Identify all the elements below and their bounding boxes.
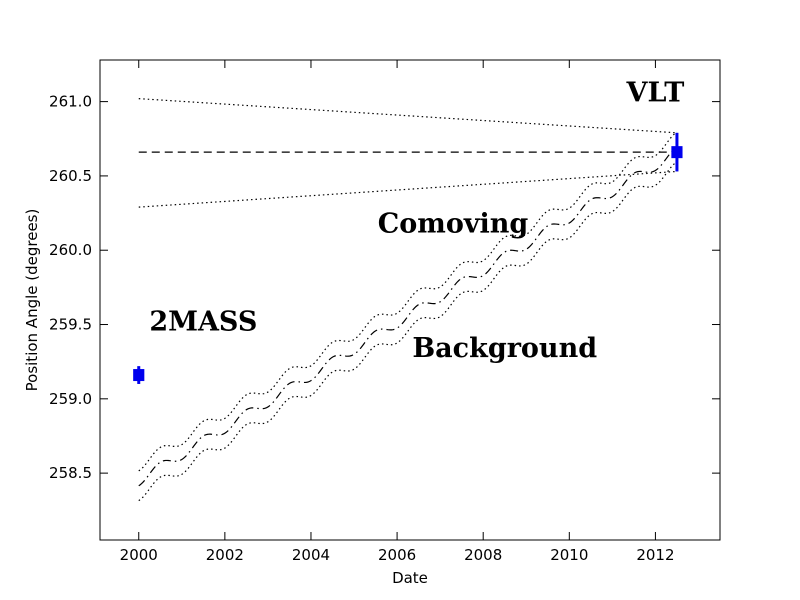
background-lower-line	[138, 161, 678, 502]
annotation-comoving: Comoving	[378, 208, 529, 239]
x-tick-label: 2010	[550, 546, 588, 564]
y-tick-label: 259.5	[49, 316, 92, 334]
y-tick-label: 258.5	[49, 464, 92, 482]
x-tick-label: 2004	[292, 546, 330, 564]
data-point-vlt	[671, 132, 683, 172]
marker-2mass	[133, 369, 145, 382]
x-tick-label: 2000	[120, 546, 158, 564]
x-tick-label: 2006	[378, 546, 416, 564]
x-tick-label: 2012	[636, 546, 674, 564]
x-axis-label: Date	[392, 569, 428, 587]
marker-vlt	[671, 146, 683, 159]
plot-frame	[99, 59, 721, 541]
x-tick-label: 2008	[464, 546, 502, 564]
y-tick-label: 259.0	[49, 390, 92, 408]
y-tick-label: 260.0	[49, 241, 92, 259]
y-tick-label: 261.0	[49, 93, 92, 111]
background-upper-line	[138, 131, 678, 472]
y-axis-label: Position Angle (degrees)	[23, 209, 41, 392]
x-tick-label: 2002	[206, 546, 244, 564]
annotation-background: Background	[412, 333, 597, 364]
data-point-2mass	[133, 366, 145, 384]
y-tick-label: 260.5	[49, 167, 92, 185]
annotation-vlt: VLT	[626, 78, 685, 109]
annotation-2mass: 2MASS	[149, 306, 257, 337]
